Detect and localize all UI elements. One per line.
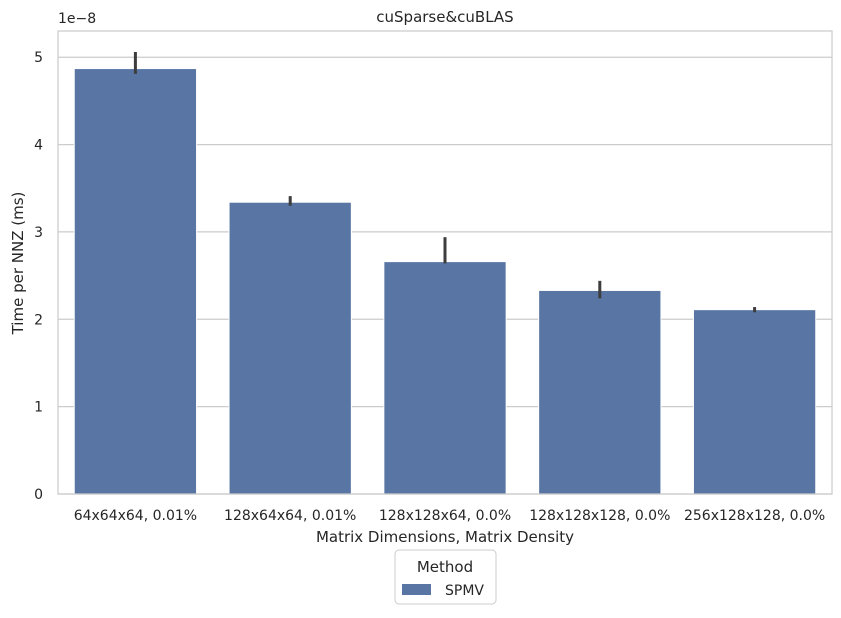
y-axis-label: Time per NNZ (ms) [9, 192, 27, 336]
legend-entry-label: SPMV [445, 583, 484, 599]
legend-title: Method [417, 558, 473, 576]
y-tick-label: 4 [34, 138, 43, 154]
plot-frame [57, 30, 833, 495]
y-offset-label: 1e−8 [58, 11, 96, 27]
x-tick-label: 256x128x128, 0.0% [684, 508, 825, 524]
error-bars [133, 51, 757, 313]
x-tick-label: 128x64x64, 0.01% [224, 508, 356, 524]
legend: Method SPMV [394, 549, 497, 605]
y-tick-label: 5 [34, 50, 43, 66]
y-tick-labels: 0 1 2 3 4 5 [34, 50, 43, 503]
y-tick-label: 2 [34, 312, 43, 328]
bars [73, 68, 817, 495]
chart-title: cuSparse&cuBLAS [376, 8, 513, 26]
bar [692, 309, 817, 495]
legend-swatch [402, 584, 431, 595]
x-tick-label: 64x64x64, 0.01% [74, 508, 197, 524]
x-tick-label: 128x128x128, 0.0% [529, 508, 670, 524]
bar [73, 68, 198, 495]
y-tick-label: 0 [34, 487, 43, 503]
x-tick-labels: 64x64x64, 0.01% 128x64x64, 0.01% 128x128x6… [74, 508, 825, 524]
bar [228, 201, 352, 495]
x-axis-label: Matrix Dimensions, Matrix Density [316, 528, 574, 546]
y-tick-label: 3 [34, 225, 43, 241]
bar [383, 261, 507, 495]
bar [538, 289, 662, 495]
y-tick-label: 1 [34, 400, 43, 416]
x-tick-label: 128x128x64, 0.0% [379, 508, 511, 524]
